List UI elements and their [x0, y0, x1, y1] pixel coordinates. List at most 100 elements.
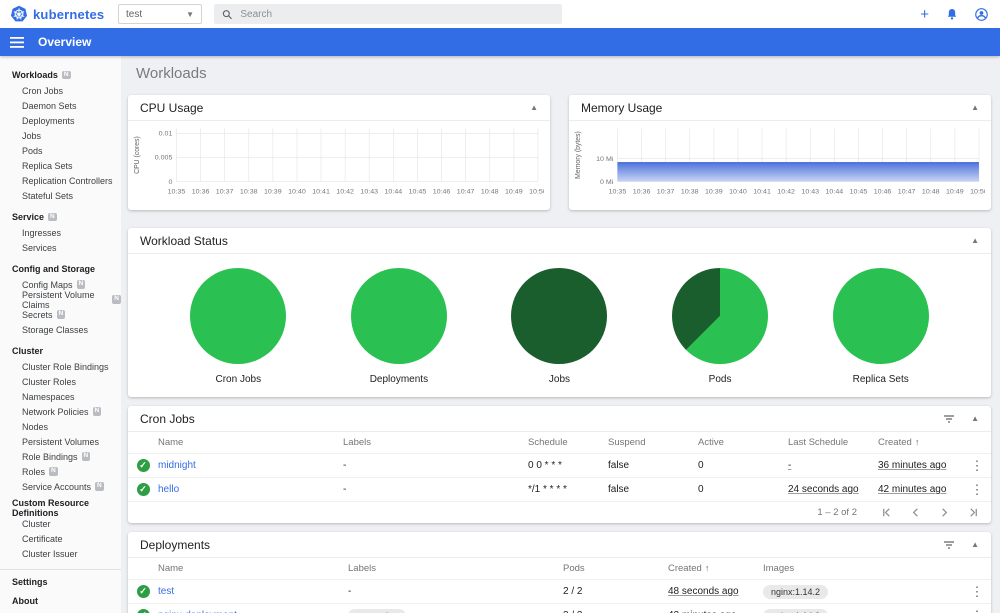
namespaced-badge: N: [48, 212, 57, 222]
sidebar-item[interactable]: Cluster Roles: [22, 376, 77, 387]
svg-text:10:48: 10:48: [922, 189, 940, 196]
sidebar-item[interactable]: Secrets N: [22, 309, 66, 320]
col-name[interactable]: Name: [158, 437, 184, 448]
sidebar-item[interactable]: Cron Jobs: [22, 85, 64, 96]
sidebar-item[interactable]: Namespaces: [22, 391, 75, 402]
sidebar-item[interactable]: Replication Controllers: [22, 175, 113, 186]
row-actions-kebab-icon[interactable]: ⋮: [970, 482, 984, 497]
sidebar-section-workloads[interactable]: Workloads N: [12, 70, 71, 80]
last-page-icon[interactable]: [968, 507, 979, 518]
sidebar-group-config-storage: Config Maps N Persistent Volume Claims N…: [0, 277, 121, 337]
collapse-caret-icon[interactable]: ▲: [971, 540, 979, 549]
sidebar-item[interactable]: Nodes: [22, 421, 49, 432]
col-last-schedule[interactable]: Last Schedule: [788, 437, 849, 448]
collapse-caret-icon[interactable]: ▲: [971, 414, 979, 423]
sidebar-item-about[interactable]: About: [12, 595, 38, 606]
namespace-select[interactable]: test ▼: [118, 4, 202, 24]
sidebar-item[interactable]: Persistent Volume Claims N: [22, 289, 121, 310]
col-labels[interactable]: Labels: [343, 437, 371, 448]
svg-text:10:42: 10:42: [777, 189, 795, 196]
filter-icon[interactable]: [943, 540, 955, 550]
namespaced-badge: N: [56, 310, 66, 319]
row-actions-kebab-icon[interactable]: ⋮: [963, 609, 991, 613]
svg-text:CPU (cores): CPU (cores): [132, 136, 141, 174]
svg-text:10:43: 10:43: [801, 189, 819, 196]
col-schedule[interactable]: Schedule: [528, 437, 568, 448]
svg-text:0 Mi: 0 Mi: [600, 179, 614, 186]
memory-usage-title: Memory Usage: [581, 100, 663, 115]
col-labels[interactable]: Labels: [348, 563, 376, 574]
sidebar-item[interactable]: Services: [22, 242, 57, 253]
sidebar-item[interactable]: Pods: [22, 145, 43, 156]
deployment-link[interactable]: nginx-deployment: [158, 610, 237, 613]
svg-text:10:36: 10:36: [633, 189, 651, 196]
sidebar-item[interactable]: Service Accounts N: [22, 481, 104, 492]
sort-arrow-icon: ↑: [704, 563, 710, 573]
sidebar-item[interactable]: Network Policies N: [22, 406, 102, 417]
sidebar-item[interactable]: Stateful Sets: [22, 190, 74, 201]
sidebar-item[interactable]: Jobs: [22, 130, 42, 141]
previous-page-icon[interactable]: [910, 507, 921, 518]
svg-text:10:40: 10:40: [288, 189, 306, 196]
sidebar-section-custom-resource-definitions[interactable]: Custom Resource Definitions: [12, 498, 90, 518]
menu-hamburger-icon[interactable]: [10, 36, 24, 48]
top-bar: kubernetes test ▼ +: [0, 0, 1000, 28]
cron-job-link[interactable]: midnight: [158, 460, 196, 471]
svg-text:0: 0: [168, 179, 172, 186]
svg-text:10:43: 10:43: [360, 189, 378, 196]
sidebar-section-cluster[interactable]: Cluster: [12, 346, 44, 356]
logo-text: kubernetes: [33, 6, 105, 22]
sidebar-divider: [0, 569, 121, 570]
collapse-caret-icon[interactable]: ▲: [971, 103, 979, 112]
sidebar-item[interactable]: Certificate: [22, 533, 63, 544]
sidebar-item[interactable]: Config Maps N: [22, 279, 86, 290]
search-input[interactable]: [240, 8, 554, 20]
namespaced-badge: N: [112, 295, 121, 304]
sidebar-item[interactable]: Role Bindings N: [22, 451, 91, 462]
sidebar-item[interactable]: Persistent Volumes: [22, 436, 100, 447]
status-ok-icon: ✓: [136, 585, 150, 598]
col-created[interactable]: Created ↑: [878, 437, 920, 448]
col-name[interactable]: Name: [158, 563, 184, 574]
sidebar-item[interactable]: Deployments: [22, 115, 75, 126]
sidebar-item[interactable]: Replica Sets: [22, 160, 73, 171]
filter-icon[interactable]: [943, 414, 955, 424]
col-created[interactable]: Created ↑: [668, 563, 710, 574]
sidebar-group-service: Ingresses Services: [0, 225, 121, 255]
next-page-icon[interactable]: [939, 507, 950, 518]
sidebar-item[interactable]: Cluster Role Bindings: [22, 361, 109, 372]
collapse-caret-icon[interactable]: ▲: [530, 103, 538, 112]
kubernetes-logo[interactable]: kubernetes: [0, 5, 118, 23]
sidebar-item[interactable]: Daemon Sets: [22, 100, 77, 111]
deployment-link[interactable]: test: [158, 586, 175, 597]
col-pods[interactable]: Pods: [563, 563, 585, 574]
row-actions-kebab-icon[interactable]: ⋮: [970, 458, 984, 473]
cpu-usage-card: CPU Usage ▲ 10:35 10:36 10:37 10:38 10:39 10:…: [128, 95, 550, 210]
status-ok-icon: ✓: [136, 609, 150, 613]
create-resource-button[interactable]: +: [920, 5, 929, 23]
sidebar-item[interactable]: Cluster: [22, 518, 51, 529]
sidebar-item-settings[interactable]: Settings: [12, 576, 48, 587]
deployments-header-row: Name Labels Pods Created ↑ Images: [128, 558, 991, 579]
chevron-down-icon: ▼: [186, 9, 194, 19]
col-suspend[interactable]: Suspend: [608, 437, 646, 448]
cron-jobs-title: Cron Jobs: [140, 411, 195, 426]
row-actions-kebab-icon[interactable]: ⋮: [970, 584, 984, 599]
collapse-caret-icon[interactable]: ▲: [971, 236, 979, 245]
sidebar-item[interactable]: Ingresses: [22, 227, 62, 238]
first-page-icon[interactable]: [881, 507, 892, 518]
user-account-icon[interactable]: [975, 7, 988, 21]
sidebar-section-config-and-storage[interactable]: Config and Storage: [12, 264, 95, 274]
namespaced-badge: N: [61, 70, 71, 80]
sidebar-item[interactable]: Cluster Issuer: [22, 548, 78, 559]
col-images[interactable]: Images: [763, 563, 795, 574]
sidebar-section-service[interactable]: Service N: [12, 212, 57, 222]
sidebar-item[interactable]: Storage Classes: [22, 324, 89, 335]
col-active[interactable]: Active: [698, 437, 724, 448]
notifications-bell-icon[interactable]: [946, 8, 958, 21]
search-bar[interactable]: [214, 4, 562, 24]
sidebar-item[interactable]: Roles N: [22, 466, 58, 477]
svg-text:10:39: 10:39: [264, 189, 282, 196]
cron-job-link[interactable]: hello: [158, 484, 180, 495]
table-row: ✓ midnight - 0 0 * * * false 0 - 36 minu…: [128, 453, 991, 477]
